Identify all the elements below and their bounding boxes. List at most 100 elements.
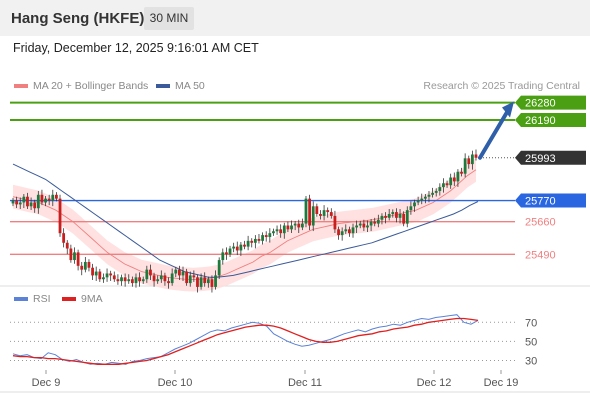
candle-body <box>83 261 87 270</box>
candle-body <box>167 281 170 284</box>
candle-body <box>18 202 22 205</box>
support-tag-label: 25490 <box>525 249 556 261</box>
candle-body <box>76 252 80 266</box>
candle-body <box>355 225 359 228</box>
candle-body <box>337 229 340 236</box>
candle-body <box>326 210 330 213</box>
candle-body <box>246 240 250 247</box>
candle-body <box>185 271 189 284</box>
candle-body <box>279 229 283 234</box>
candle-body <box>351 227 355 234</box>
candle-body <box>163 275 167 282</box>
candle-body <box>91 267 94 276</box>
candle-body <box>268 233 272 238</box>
candle-body <box>235 246 239 251</box>
candle-body <box>69 248 73 261</box>
candle-body <box>405 210 409 224</box>
candle-body <box>177 269 181 276</box>
candle-body <box>199 277 203 287</box>
resistance-tag-label: 26190 <box>525 115 556 127</box>
candle-body <box>170 273 174 284</box>
ma50-legend-label: MA 50 <box>175 80 205 92</box>
candle-body <box>402 213 406 224</box>
candle-body <box>369 221 373 226</box>
candle-body <box>250 240 254 243</box>
candle-body <box>73 252 76 261</box>
last-tag-label: 25993 <box>525 153 556 165</box>
resistance-tag <box>515 95 586 110</box>
candle-body <box>11 200 15 204</box>
candle-body <box>156 279 160 282</box>
candle-body <box>438 187 442 191</box>
candle-body <box>398 213 402 218</box>
candle-body <box>80 265 84 270</box>
candle-body <box>275 229 279 232</box>
pivot-tag <box>515 193 586 208</box>
candle-body <box>112 275 116 280</box>
candle-body <box>297 223 301 228</box>
candle-body <box>243 244 246 247</box>
candle-body <box>456 171 460 182</box>
candle-body <box>120 277 123 282</box>
x-tick-label: Dec 11 <box>288 377 322 389</box>
candle-body <box>138 277 142 282</box>
candle-body <box>290 225 293 230</box>
candle-body <box>145 269 149 280</box>
candle-body <box>26 196 29 207</box>
candle-body <box>94 271 98 276</box>
candle-body <box>15 200 19 205</box>
candle-body <box>344 229 348 232</box>
candle-body <box>257 238 261 241</box>
candle-body <box>239 244 243 251</box>
candle-body <box>192 275 196 278</box>
candle-body <box>449 177 453 186</box>
candle-body <box>413 202 416 207</box>
candle-body <box>395 212 398 218</box>
candle-body <box>196 277 199 287</box>
candle-body <box>282 225 286 234</box>
candle-body <box>217 260 221 276</box>
candle-body <box>210 279 214 287</box>
candle-body <box>460 171 463 174</box>
candle-body <box>33 202 37 209</box>
candle-body <box>214 275 217 287</box>
candle-body <box>340 231 344 236</box>
candle-body <box>384 215 387 218</box>
candle-body <box>470 154 474 165</box>
candle-body <box>62 233 66 243</box>
candle-body <box>109 273 113 276</box>
rsi-tick-label: 50 <box>525 336 537 348</box>
candle-body <box>58 198 62 234</box>
candle-body <box>29 202 33 207</box>
candle-body <box>329 212 333 216</box>
candle-body <box>98 271 102 280</box>
candle-body <box>65 242 69 249</box>
candle-body <box>188 275 192 284</box>
candle-body <box>467 158 471 165</box>
rsi-tick-label: 70 <box>525 317 537 329</box>
candle-body <box>423 196 427 199</box>
candle-body <box>40 194 44 203</box>
candle-body <box>261 235 264 241</box>
candle-body <box>311 206 315 226</box>
candle-body <box>127 279 131 282</box>
candle-body <box>431 192 434 195</box>
candle-body <box>130 279 134 284</box>
candle-body <box>228 248 232 255</box>
candle-body <box>264 235 268 238</box>
ma50-legend-swatch <box>156 84 170 88</box>
candle-body <box>232 246 236 249</box>
projection-arrow-head <box>502 101 514 118</box>
candle-body <box>387 213 391 218</box>
candle-body <box>134 277 138 284</box>
ma50-line <box>12 163 479 278</box>
candle-body <box>174 269 178 274</box>
bollinger-band <box>13 157 476 292</box>
candle-body <box>373 221 377 224</box>
support-tag-label: 25660 <box>525 217 556 229</box>
candle-body <box>322 210 326 216</box>
timeframe-button[interactable]: 30 MIN <box>144 7 194 30</box>
candle-body <box>308 198 312 226</box>
candle-body <box>319 213 322 216</box>
